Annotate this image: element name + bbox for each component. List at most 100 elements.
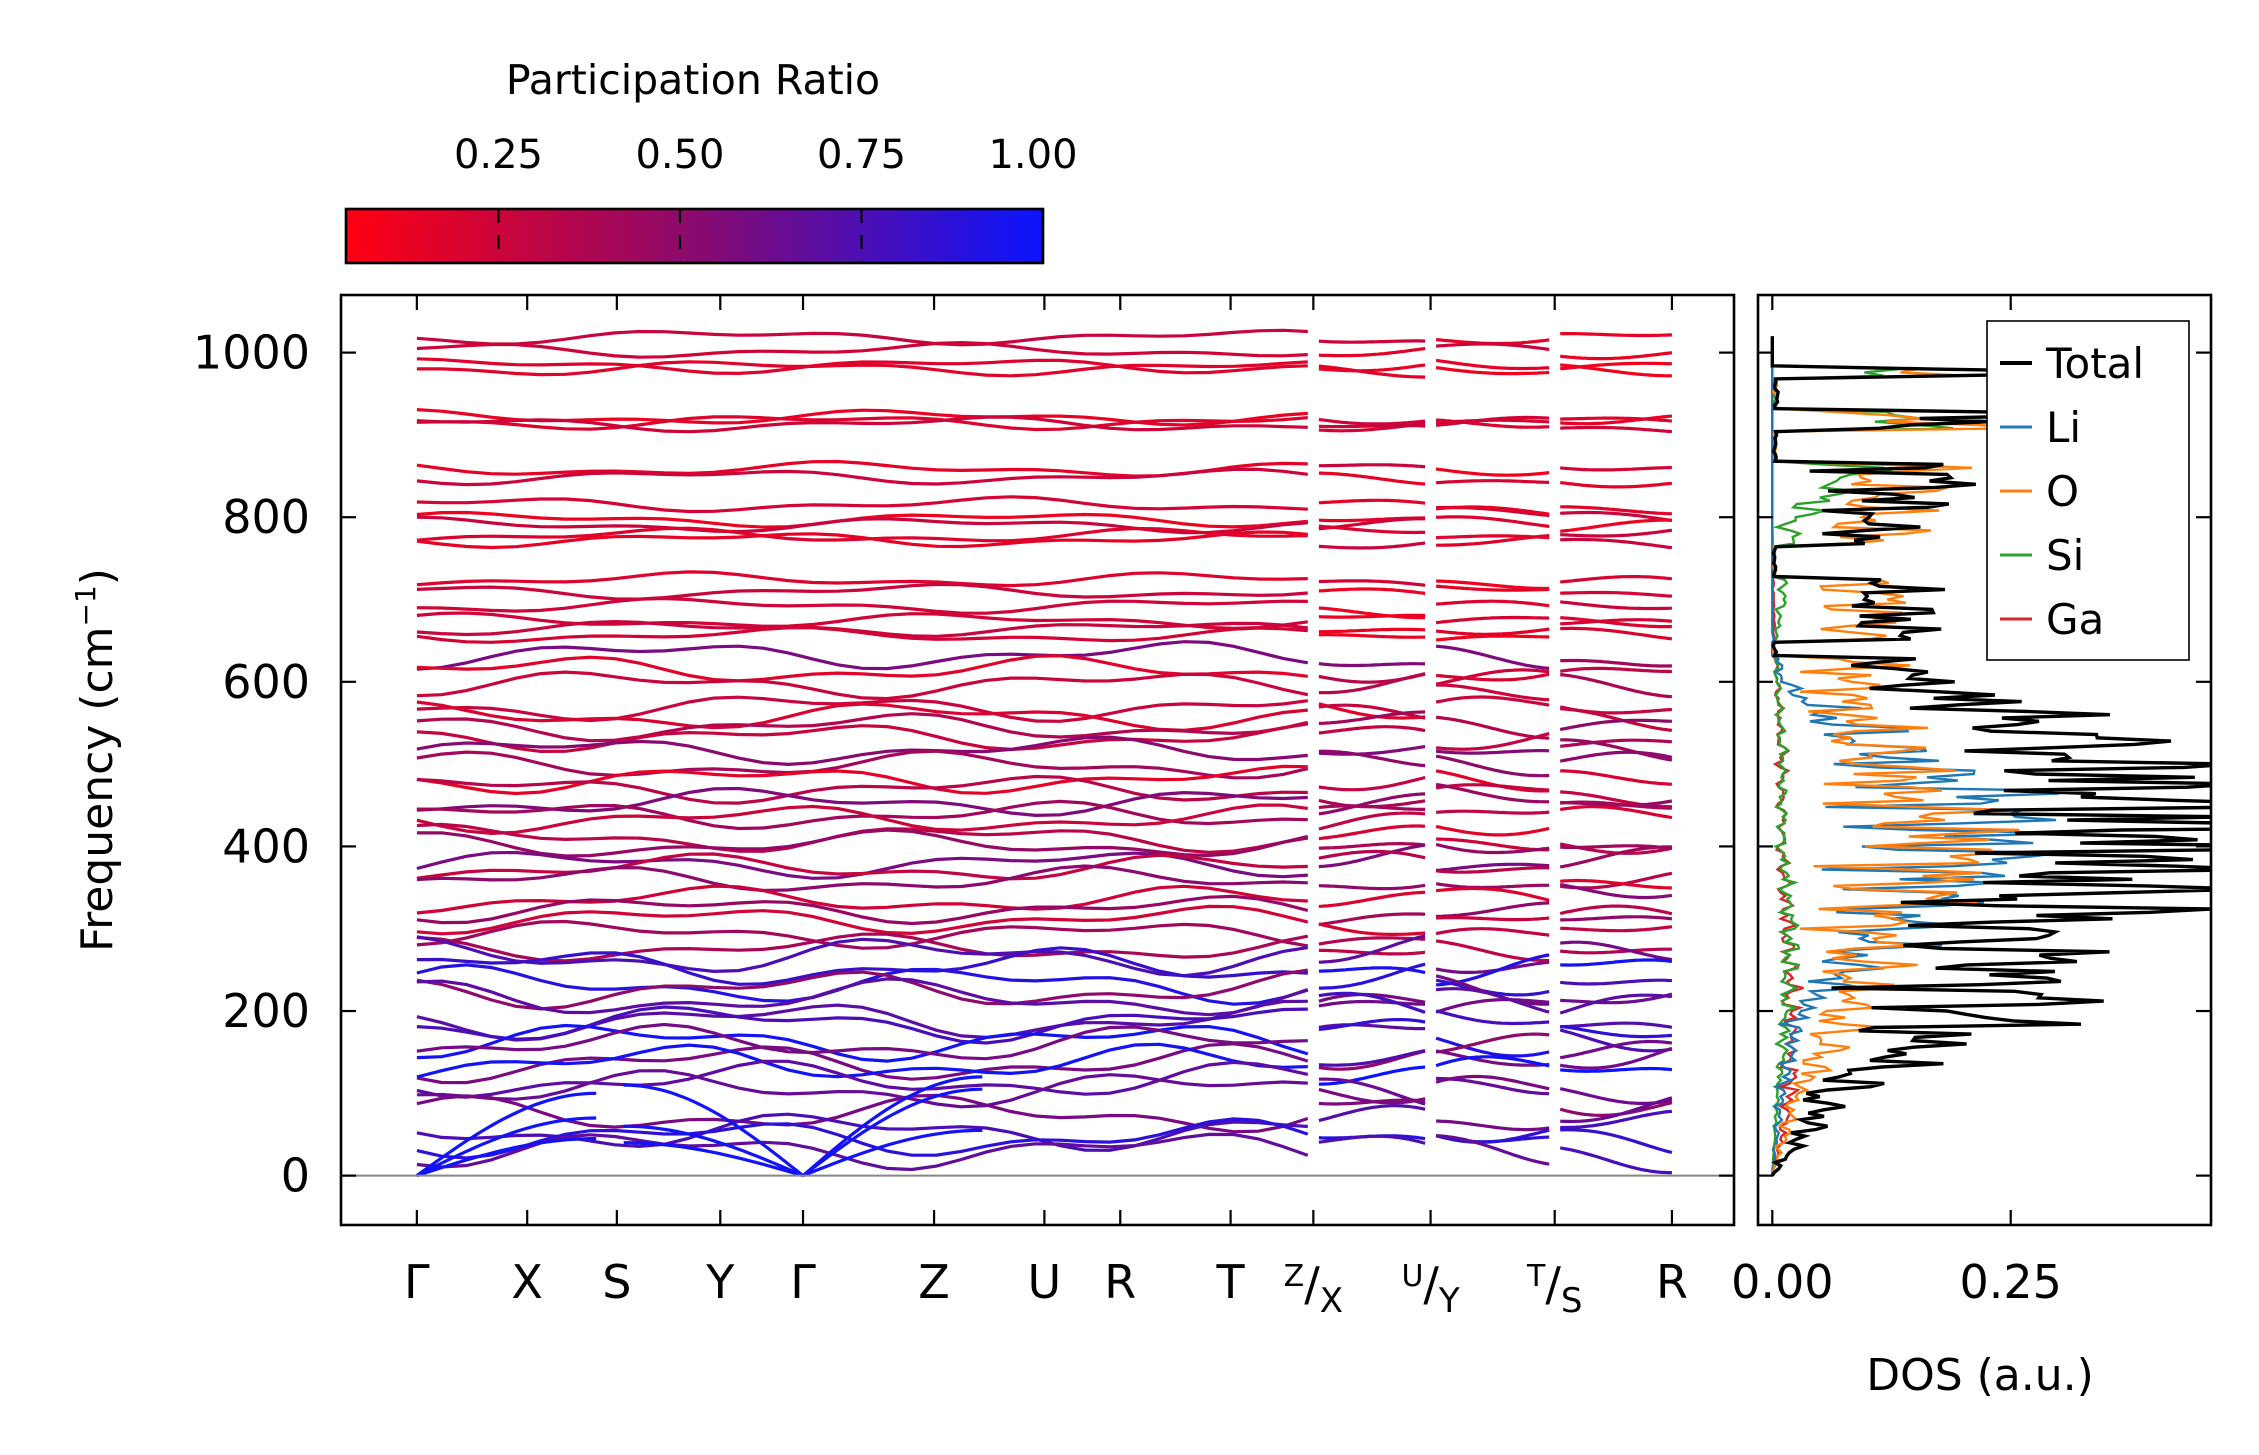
phonon-band bbox=[416, 640, 1309, 671]
phonon-band bbox=[1318, 775, 1426, 792]
phonon-band bbox=[1318, 633, 1426, 639]
phonon-band bbox=[1435, 809, 1550, 815]
phonon-band bbox=[416, 722, 1309, 754]
dos-axes-frame bbox=[1756, 293, 2213, 1227]
phonon-bands bbox=[415, 328, 1673, 1178]
phonon-band bbox=[416, 822, 1309, 855]
phonon-band bbox=[1435, 415, 1550, 427]
x-tick-label: S bbox=[602, 1255, 631, 1309]
phonon-band bbox=[1436, 916, 1550, 922]
phonon-band bbox=[416, 530, 1308, 550]
dos-x-tick-label: 0.25 bbox=[1960, 1255, 2062, 1309]
y-tick-label: 800 bbox=[222, 490, 310, 544]
colorbar-tick-label: 0.25 bbox=[454, 132, 543, 178]
phonon-band bbox=[1435, 862, 1550, 872]
phonon-band bbox=[416, 852, 1308, 881]
phonon-band bbox=[1318, 849, 1426, 860]
phonon-band bbox=[1560, 925, 1673, 933]
phonon-band bbox=[1318, 346, 1426, 358]
colorbar-ticks: 0.25 0.50 0.75 1.00 bbox=[454, 132, 1078, 263]
phonon-band bbox=[1559, 1087, 1673, 1105]
phonon-band bbox=[1560, 1096, 1673, 1124]
acoustic-branch bbox=[415, 1091, 597, 1177]
acoustic-branch bbox=[623, 1083, 804, 1177]
phonon-band bbox=[1435, 1009, 1550, 1026]
phonon-band bbox=[1436, 534, 1550, 547]
phonon-band bbox=[416, 946, 1308, 986]
phonon-band bbox=[416, 764, 1308, 796]
x-tick-label: R bbox=[1104, 1255, 1136, 1309]
phonon-band bbox=[1435, 783, 1550, 792]
phonon-band bbox=[1560, 1021, 1673, 1029]
phonon-band bbox=[1560, 626, 1673, 641]
phonon-band bbox=[1318, 471, 1426, 486]
phonon-band bbox=[416, 357, 1308, 376]
y-tick-label: 400 bbox=[222, 819, 310, 873]
phonon-band bbox=[1318, 606, 1426, 620]
phonon-band bbox=[416, 495, 1308, 514]
dos-x-axis-label: DOS (a.u.) bbox=[1866, 1350, 2094, 1401]
phonon-band bbox=[1560, 332, 1672, 338]
legend-label: Total bbox=[2045, 339, 2144, 388]
phonon-band bbox=[1560, 465, 1672, 472]
phonon-band bbox=[1560, 915, 1673, 922]
phonon-band bbox=[1318, 423, 1426, 429]
phonon-band bbox=[1435, 732, 1550, 751]
phonon-band bbox=[1560, 992, 1673, 1005]
phonon-band bbox=[416, 328, 1308, 347]
acoustic-branch bbox=[416, 1116, 597, 1178]
band-axes-frame bbox=[339, 293, 1736, 1227]
x-tick-label: T bbox=[1216, 1255, 1246, 1309]
phonon-band bbox=[1318, 811, 1426, 831]
phonon-band bbox=[1560, 707, 1673, 732]
phonon-band bbox=[1318, 1134, 1426, 1145]
phonon-band bbox=[416, 1005, 1308, 1045]
phonon-band bbox=[1435, 1036, 1550, 1058]
phonon-band bbox=[1318, 579, 1426, 587]
phonon-band bbox=[1560, 590, 1673, 598]
phonon-band bbox=[1318, 364, 1426, 379]
phonon-band bbox=[1560, 510, 1673, 522]
phonon-band bbox=[1318, 843, 1426, 869]
phonon-band bbox=[1318, 627, 1426, 634]
phonon-band bbox=[1435, 824, 1550, 837]
phonon-band bbox=[1560, 800, 1672, 810]
phonon-band bbox=[1435, 882, 1550, 890]
y-axis-label: Frequency (cm−1) bbox=[69, 568, 123, 952]
phonon-band bbox=[1435, 366, 1550, 376]
phonon-band bbox=[1318, 1098, 1426, 1106]
phonon-band bbox=[1318, 1104, 1426, 1123]
phonon-band bbox=[1560, 505, 1672, 516]
phonon-band bbox=[416, 904, 1309, 936]
phonon-band bbox=[416, 415, 1308, 432]
acoustic-branch bbox=[802, 1087, 983, 1177]
phonon-band bbox=[1318, 1065, 1426, 1086]
colorbar-tick-label: 0.50 bbox=[635, 132, 724, 178]
phonon-band bbox=[1318, 541, 1426, 550]
phonon-band bbox=[1318, 672, 1426, 695]
phonon-band bbox=[1560, 1066, 1673, 1073]
phonon-band bbox=[1318, 936, 1426, 946]
phonon-band bbox=[416, 611, 1309, 631]
phonon-band bbox=[1435, 998, 1550, 1014]
phonon-band bbox=[1560, 658, 1672, 668]
phonon-band bbox=[1435, 467, 1550, 477]
phonon-band bbox=[1436, 479, 1550, 485]
x-tick-label: T/S bbox=[1526, 1257, 1582, 1321]
phonon-band bbox=[1560, 618, 1673, 626]
y-tick-label: 600 bbox=[222, 655, 310, 709]
phonon-band bbox=[1435, 842, 1550, 855]
phonon-band bbox=[1559, 575, 1673, 584]
phonon-band bbox=[1560, 616, 1672, 629]
dos-legend: Total Li O Si Ga bbox=[1986, 320, 2190, 661]
phonon-band bbox=[1318, 417, 1426, 426]
phonon-band bbox=[1318, 1023, 1426, 1031]
y-tick-label: 0 bbox=[281, 1149, 310, 1203]
phonon-band bbox=[1318, 804, 1426, 811]
phonon-band bbox=[416, 799, 1308, 831]
phonon-band bbox=[1560, 518, 1672, 533]
phonon-band bbox=[416, 360, 1308, 378]
phonon-band bbox=[416, 803, 1309, 836]
phonon-band bbox=[1435, 749, 1550, 755]
phonon-band bbox=[1318, 890, 1426, 908]
